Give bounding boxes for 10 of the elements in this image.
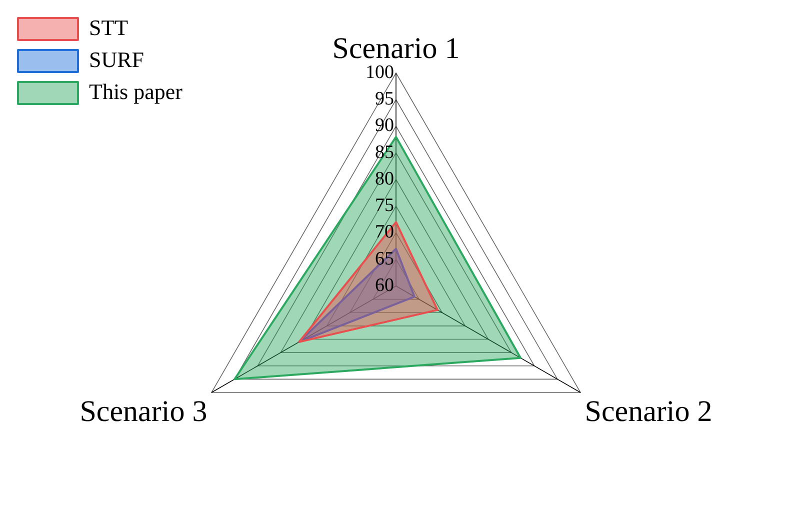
spoke-label: Scenario 2 [584, 394, 712, 428]
y-tick-label: 85 [375, 142, 394, 163]
y-tick-label: 60 [375, 274, 394, 296]
y-tick-label: 80 [375, 168, 394, 190]
legend-label: This paper [89, 78, 184, 104]
spoke-label: Scenario 3 [80, 394, 208, 428]
y-tick-label: 65 [375, 248, 394, 270]
legend-label: STT [89, 14, 129, 40]
y-tick-label: 75 [375, 195, 394, 216]
legend-label: SURF [89, 46, 144, 72]
